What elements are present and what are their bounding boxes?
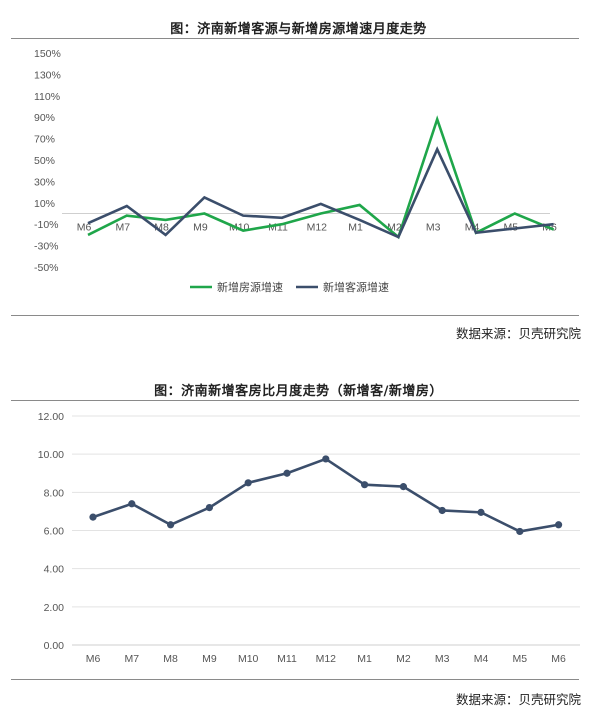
- y-tick-label: 10.00: [38, 449, 64, 461]
- data-point: [322, 455, 330, 463]
- chart2-source: 数据来源：贝壳研究院: [455, 692, 581, 707]
- chart1-plot: 150% 130% 110% 90% 70% 50% 30% 10% -10% -30% -50% M…: [34, 48, 557, 294]
- y-tick-label: 0.00: [44, 640, 65, 652]
- chart2-plot: 12.00 10.00 8.00 6.00 4.00 2.00 0.00 M6 M7 M8 M9 M1…: [38, 411, 580, 665]
- legend-label-2: 新增客源增速: [323, 280, 389, 294]
- data-point: [477, 508, 485, 516]
- data-point: [399, 483, 407, 491]
- chart1-source: 数据来源：贝壳研究院: [455, 326, 581, 341]
- x-tick-label: M4: [474, 653, 489, 665]
- y-tick-label: 130%: [34, 69, 61, 81]
- x-tick-label: M9: [202, 653, 217, 665]
- y-tick-label: 30%: [34, 176, 55, 188]
- x-tick-label: M6: [551, 653, 566, 665]
- x-tick-label: M1: [348, 222, 363, 234]
- x-tick-label: M7: [125, 653, 140, 665]
- chart2-title: 图：济南新增客房比月度走势（新增客/新增房）: [154, 384, 443, 399]
- x-tick-label: M3: [435, 653, 450, 665]
- data-point: [361, 481, 369, 489]
- y-tick-label: -50%: [34, 262, 59, 274]
- chart1-top-rule: [11, 38, 579, 39]
- y-tick-label: 6.00: [44, 526, 65, 538]
- y-tick-label: 150%: [34, 48, 61, 60]
- x-tick-label: M11: [277, 653, 297, 665]
- y-tick-label: -30%: [34, 241, 59, 253]
- data-point: [438, 506, 446, 515]
- chart2-bottom-rule: [11, 679, 579, 680]
- x-tick-label: M10: [238, 653, 259, 665]
- x-tick-label: M5: [513, 653, 528, 665]
- y-tick-label: -10%: [34, 219, 59, 231]
- x-tick-label: M6: [86, 653, 101, 665]
- y-tick-label: 4.00: [44, 564, 65, 576]
- data-point: [205, 504, 213, 512]
- y-tick-label: 10%: [34, 198, 55, 210]
- y-tick-label: 2.00: [44, 602, 65, 614]
- legend-label-1: 新增房源增速: [217, 280, 283, 294]
- data-point: [128, 500, 136, 508]
- data-point: [89, 513, 97, 521]
- chart1-title: 图：济南新增客源与新增房源增速月度走势: [170, 22, 427, 37]
- chart2-top-rule: [11, 400, 579, 401]
- data-point: [167, 521, 175, 529]
- data-point: [516, 527, 524, 536]
- series-line-1: [87, 115, 555, 240]
- series-line-1: [92, 457, 559, 533]
- y-tick-label: 12.00: [38, 411, 64, 423]
- x-tick-label: M6: [77, 222, 92, 234]
- x-tick-label: M7: [116, 222, 131, 234]
- x-tick-label: M2: [396, 653, 411, 665]
- data-point: [283, 469, 291, 477]
- x-tick-label: M8: [163, 653, 178, 665]
- y-tick-label: 110%: [34, 91, 60, 103]
- y-tick-label: 8.00: [44, 487, 65, 499]
- x-tick-label: M12: [307, 222, 328, 234]
- y-tick-label: 50%: [34, 155, 55, 167]
- y-tick-label: 90%: [34, 112, 55, 124]
- x-tick-label: M3: [426, 222, 441, 234]
- y-tick-label: 70%: [34, 134, 55, 146]
- chart1-bottom-rule: [11, 315, 579, 316]
- x-tick-label: M12: [316, 653, 337, 665]
- data-point: [555, 521, 563, 529]
- data-point: [244, 479, 252, 487]
- x-tick-label: M1: [357, 653, 372, 665]
- x-tick-label: M9: [193, 222, 208, 234]
